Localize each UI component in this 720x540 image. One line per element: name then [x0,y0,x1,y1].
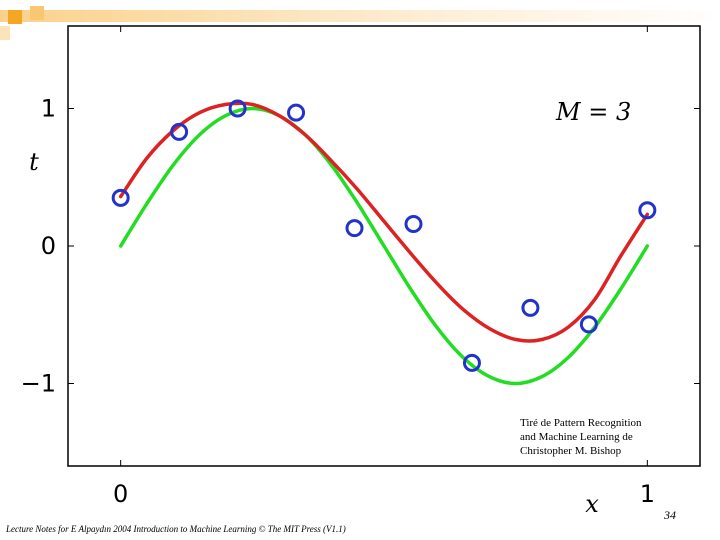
credit-line-3: Christopher M. Bishop [520,445,622,457]
image-credit: Tiré de Pattern Recognition and Machine … [520,416,680,458]
y-axis-label: t [29,148,39,176]
deco-square-pale [0,26,10,40]
data-point [462,353,481,372]
data-point [579,315,598,334]
true-curve [118,106,650,386]
x-tick-label: 0 [113,480,128,508]
y-tick-label: −1 [21,370,56,398]
data-point [521,298,540,317]
data-point [345,219,364,238]
data-point [404,215,423,233]
y-tick-label: 1 [41,95,56,123]
data-point [170,122,189,141]
header-gradient [0,6,720,40]
page-number: 34 [664,508,676,522]
data-point [228,99,247,118]
data-point [287,103,306,122]
data-point [111,188,130,207]
data-point [638,201,657,220]
y-tick-label: 0 [41,232,56,260]
deco-square-orange [8,10,22,24]
credit-line-2: and Machine Learning de [520,431,633,443]
footer-citation: Lecture Notes for E Alpaydın 2004 Introd… [6,524,346,534]
fitted-curve [118,101,650,343]
x-axis-label: x [585,490,599,518]
header-decoration [0,0,720,40]
x-tick-label: 1 [640,480,655,508]
credit-line-1: Tiré de Pattern Recognition [520,417,642,429]
model-order-annotation: M = 3 [555,98,631,126]
deco-square-light [30,6,44,20]
